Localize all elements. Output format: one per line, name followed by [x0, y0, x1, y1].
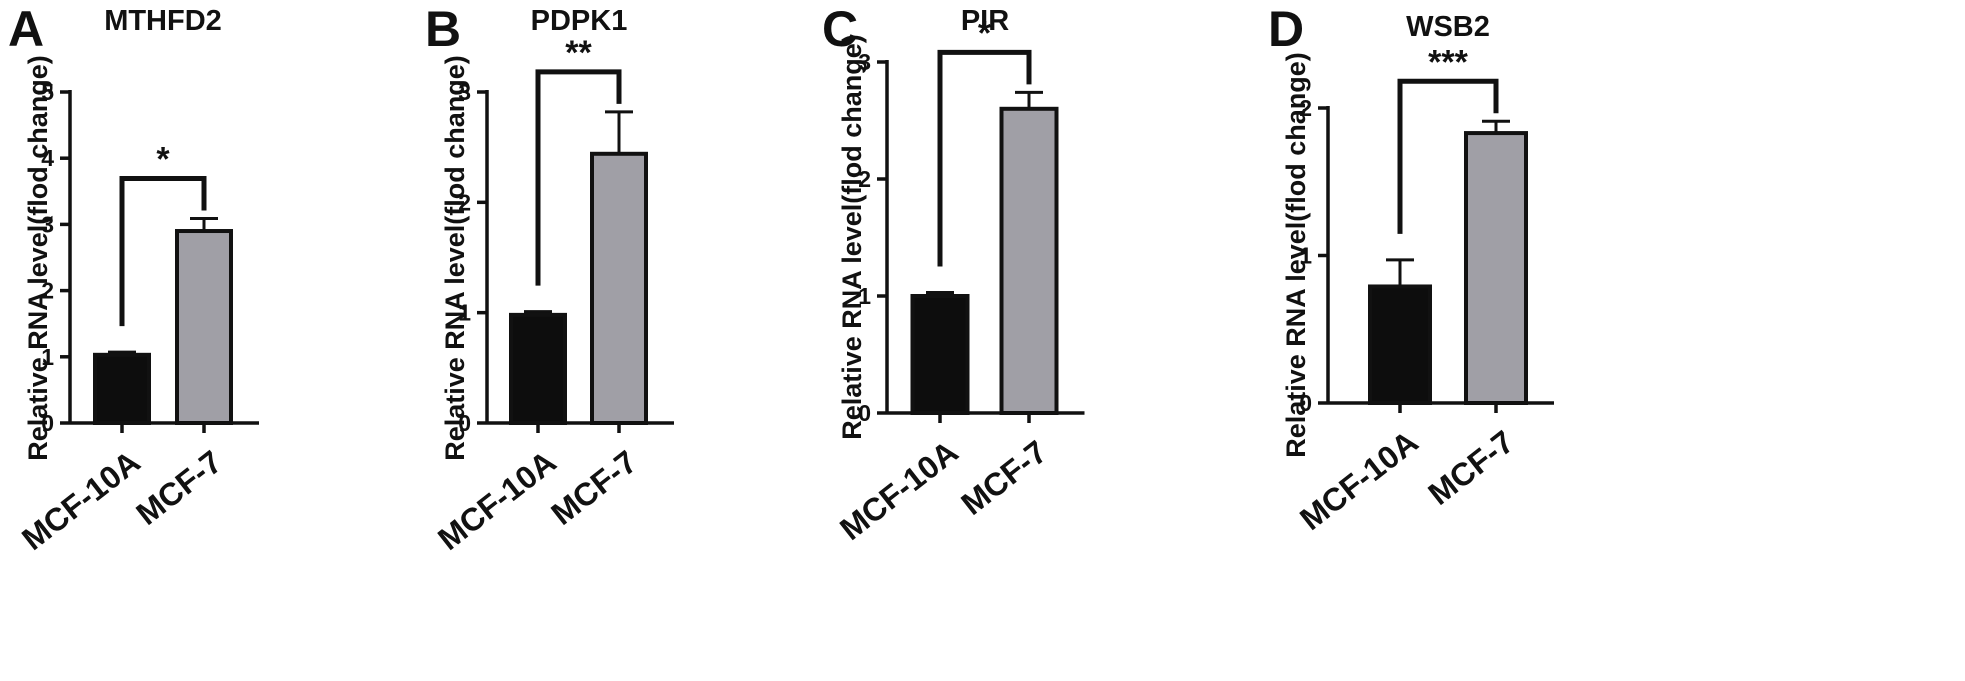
y-tick-label: 0	[41, 410, 54, 436]
x-category-label: MCF-7	[1421, 423, 1520, 512]
x-category-label: MCF-7	[129, 443, 228, 532]
bar-mcf-10a	[910, 294, 970, 415]
chart-title: MTHFD2	[104, 5, 222, 37]
significance-label: *	[156, 140, 170, 178]
chart-title: WSB2	[1406, 11, 1490, 43]
bar-mcf-10a	[1368, 284, 1432, 406]
panel-letter: C	[822, 1, 858, 57]
chart-panel-b: B PDPK1 Relative RNA level(flod change)0 1 2…	[425, 1, 674, 557]
y-tick-label: 2	[41, 278, 54, 304]
x-category-label: MCF-7	[954, 433, 1053, 522]
y-axis-label: Relative RNA level(flod change)	[1281, 52, 1311, 458]
y-tick-label: 1	[858, 283, 871, 309]
bar-mcf-7	[590, 151, 648, 426]
y-tick-label: 4	[41, 145, 54, 171]
x-category-label: MCF-10A	[833, 433, 964, 547]
y-tick-label: 2	[1299, 95, 1312, 121]
y-axis-label: Relative RNA level(flod change)	[23, 55, 53, 461]
y-axis-label: Relative RNA level(flod change)	[837, 34, 867, 440]
bar-mcf-10a	[509, 312, 567, 425]
bar-mcf-7	[1464, 131, 1528, 405]
y-tick-label: 2	[858, 166, 871, 192]
panel-letter: A	[8, 1, 44, 57]
y-tick-label: 1	[458, 300, 471, 326]
y-tick-label: 0	[458, 410, 471, 436]
y-tick-label: 1	[1299, 243, 1312, 269]
significance-label: *	[978, 14, 992, 52]
chart-title: PDPK1	[531, 5, 628, 37]
y-tick-label: 3	[858, 49, 871, 75]
chart-panel-a: A MTHFD2 Relative RNA level(flod change)0 1…	[8, 1, 259, 557]
y-tick-label: 1	[41, 344, 54, 370]
significance-bracket	[1397, 78, 1499, 234]
significance-bracket	[119, 175, 207, 327]
significance-label: ***	[1428, 43, 1468, 81]
y-tick-label: 3	[458, 79, 471, 105]
panel-letter: D	[1268, 1, 1304, 57]
panel-letter: B	[425, 1, 461, 57]
significance-bracket	[937, 49, 1032, 267]
y-axis-label: Relative RNA level(flod change)	[440, 55, 470, 461]
chart-panel-c: C PIR Relative RNA level(flod change)0 1 2 3 M…	[822, 1, 1085, 547]
x-category-label: MCF-10A	[1293, 423, 1424, 537]
chart-panel-d: D WSB2 Relative RNA level(flod change)0 1 2 M…	[1268, 1, 1554, 537]
y-tick-label: 0	[1299, 390, 1312, 416]
significance-label: **	[565, 34, 592, 72]
y-tick-label: 0	[858, 400, 871, 426]
bar-mcf-7	[175, 229, 233, 425]
y-tick-label: 2	[458, 189, 471, 215]
y-tick-label: 3	[41, 211, 54, 237]
chart-title: PIR	[961, 5, 1009, 37]
significance-bracket	[535, 69, 622, 286]
bar-mcf-7	[999, 106, 1059, 416]
y-tick-label: 5	[41, 79, 54, 105]
x-category-label: MCF-7	[544, 443, 643, 532]
bar-mcf-10a	[93, 352, 151, 425]
